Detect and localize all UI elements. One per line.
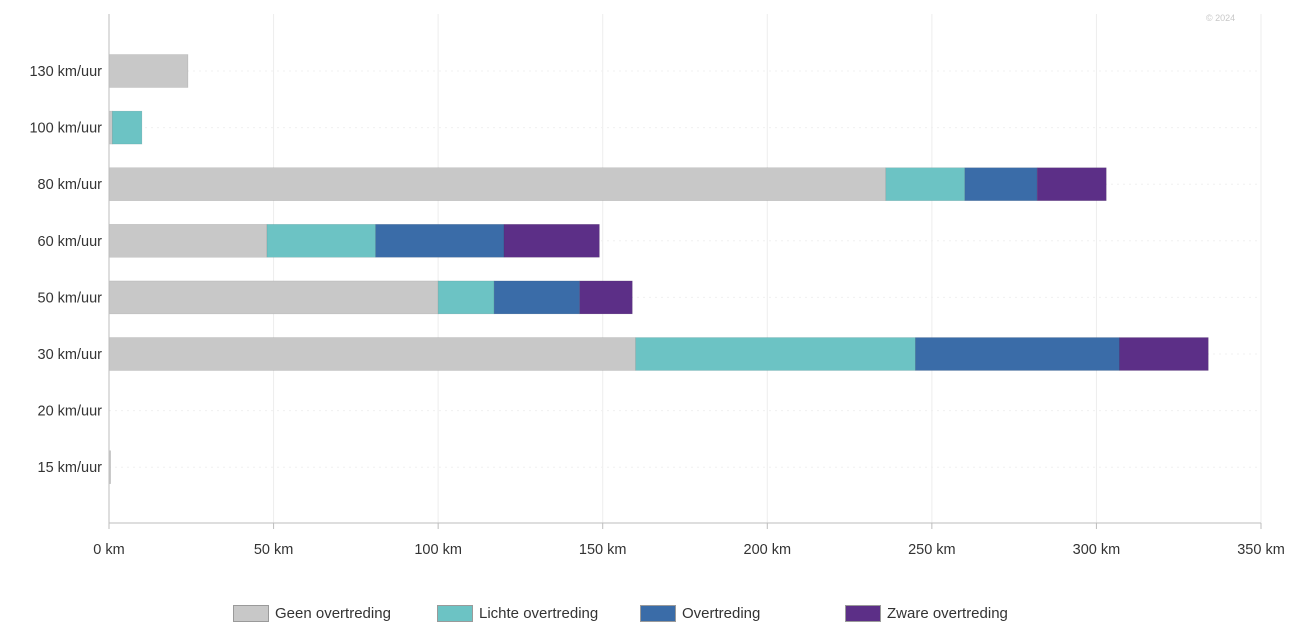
watermark-text: © 2024 [1206,13,1236,23]
bar-segment [266,224,376,258]
legend-item[interactable]: Lichte overtreding [437,600,598,626]
y-tick-label: 130 km/uur [29,64,102,80]
legend-item[interactable]: Zware overtreding [845,600,1008,626]
y-tick-label: 60 km/uur [38,234,103,250]
legend-item[interactable]: Geen overtreding [233,600,391,626]
bar-segment [108,337,636,371]
axis-layer: 130 km/uur 100 km/uur 80 km/uur 60 km/uur 50… [29,14,1285,558]
y-tick-label: 30 km/uur [38,347,103,363]
bar-segment [1119,337,1209,371]
bar-segment [885,167,966,201]
bar-segment [108,54,189,88]
legend-swatch [437,604,473,622]
x-tick-label: 350 km [1237,542,1285,558]
bar-segment [915,337,1120,371]
legend-label: Geen overtreding [275,604,391,622]
bar-segment [503,224,600,258]
legend-swatch [845,604,881,622]
bar-segment [1036,167,1107,201]
y-tick-label: 80 km/uur [38,177,103,193]
bar-segment [108,280,439,315]
legend-label: Lichte overtreding [479,604,599,622]
y-tick-label: 20 km/uur [38,404,103,420]
chart-svg: 130 km/uur 100 km/uur 80 km/uur 60 km/uur 50… [29,14,1285,558]
bar-segment [111,110,143,145]
bar-segment [579,280,633,315]
y-tick-label: 100 km/uur [29,121,102,137]
legend-label: Overtreding [682,604,761,622]
x-tick-label: 150 km [579,542,627,558]
y-tick-label: 15 km/uur [38,460,103,476]
grid-layer [109,14,1262,523]
bar-segment [108,224,268,258]
bar-segment [375,224,505,258]
x-tick-label: 0 km [93,542,124,558]
x-tick-label: 100 km [414,542,462,558]
legend-swatch [640,604,676,622]
x-tick-label: 300 km [1073,542,1121,558]
chart-legend: Geen overtreding Lichte overtreding Overtr… [0,600,1291,626]
bar-segment [964,167,1038,201]
y-tick-label: 50 km/uur [38,290,103,306]
legend-item[interactable]: Overtreding [640,600,760,626]
bar-segment [108,167,887,201]
bar-segment [493,280,580,315]
bar-segment [635,337,916,371]
x-tick-label: 200 km [744,542,792,558]
x-tick-label: 50 km [254,542,294,558]
x-tick-label: 250 km [908,542,956,558]
bar-segment [437,280,495,315]
legend-swatch [233,604,269,622]
legend-label: Zware overtreding [887,604,1008,622]
bars-layer [108,54,1209,485]
